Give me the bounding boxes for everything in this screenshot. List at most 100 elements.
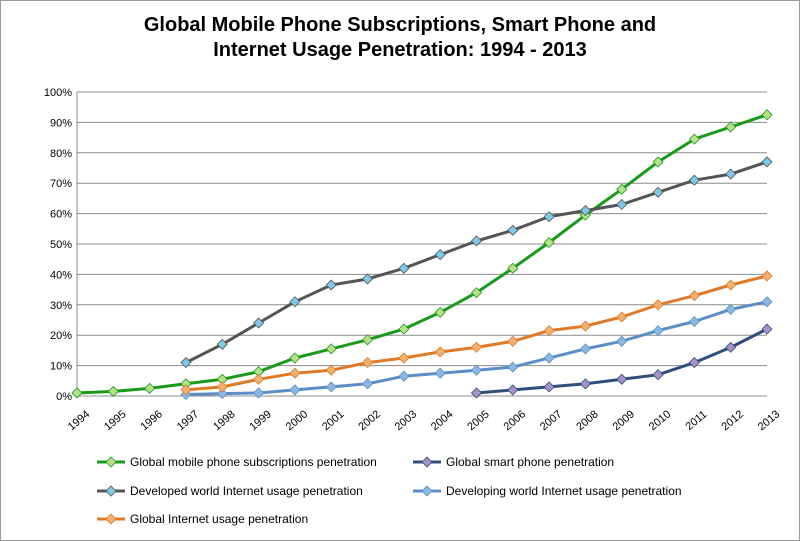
data-point	[616, 373, 628, 385]
legend-item: Developed world Internet usage penetrati…	[97, 484, 363, 498]
data-point	[180, 384, 192, 396]
series-line	[184, 160, 769, 365]
x-tick-label: 2007	[538, 408, 564, 433]
data-point	[434, 306, 446, 318]
legend-swatch-marker	[105, 456, 117, 468]
data-point	[761, 156, 773, 168]
data-point	[616, 183, 628, 195]
data-point	[688, 133, 700, 145]
series-3	[180, 156, 773, 369]
x-tick-label: 2009	[611, 408, 637, 433]
y-tick-label: 100%	[44, 87, 72, 99]
legend-label: Global smart phone penetration	[446, 455, 614, 469]
data-point	[470, 287, 483, 299]
x-tick-label: 2012	[720, 408, 746, 433]
data-point	[543, 236, 555, 249]
data-point	[688, 290, 700, 302]
data-point	[398, 352, 410, 364]
x-tick-label: 2002	[356, 408, 382, 433]
grid	[77, 91, 767, 367]
data-point	[543, 352, 555, 364]
data-point	[434, 346, 446, 358]
data-point	[652, 369, 664, 381]
data-point	[688, 356, 700, 369]
data-point	[761, 109, 773, 121]
y-tick-label: 50%	[50, 239, 72, 251]
data-point	[470, 364, 483, 376]
series-2	[470, 323, 773, 399]
legend-item: Global mobile phone subscriptions penetr…	[97, 455, 377, 469]
data-point	[761, 323, 773, 335]
x-tick-label: 1995	[102, 408, 128, 433]
y-tick-label: 70%	[50, 178, 72, 190]
x-tick-label: 2000	[284, 408, 310, 433]
y-tick-label: 10%	[50, 361, 72, 373]
data-point	[579, 378, 591, 390]
legend-swatch-marker	[105, 513, 117, 525]
data-point	[361, 334, 374, 346]
y-tick-label: 90%	[50, 117, 72, 129]
legend-label: Global Internet usage penetration	[130, 512, 308, 526]
x-tick-label: 1999	[247, 408, 273, 433]
legend-item: Global smart phone penetration	[413, 455, 614, 469]
chart-title-line-2: Internet Usage Penetration: 1994 - 2013	[213, 39, 587, 61]
data-point	[325, 381, 337, 393]
data-point	[289, 384, 301, 396]
data-point	[507, 384, 519, 396]
data-point	[253, 317, 265, 329]
series-4	[180, 296, 773, 401]
data-point	[507, 335, 519, 347]
y-tick-label: 80%	[50, 148, 72, 160]
data-point	[688, 315, 700, 328]
x-tick-label: 2001	[320, 408, 346, 433]
data-point	[688, 174, 700, 186]
data-point	[652, 299, 664, 311]
data-point	[470, 387, 483, 399]
x-tick-label: 2010	[647, 408, 673, 433]
data-point	[107, 385, 119, 398]
data-point	[289, 296, 301, 308]
data-point	[434, 367, 446, 379]
x-tick-label: 2005	[465, 408, 491, 433]
x-tick-label: 2004	[429, 408, 455, 433]
data-point	[616, 335, 628, 347]
data-point	[652, 156, 664, 168]
chart-title: Global Mobile Phone Subscriptions, Smart…	[1, 13, 799, 63]
data-point	[325, 279, 337, 291]
legend-item: Global Internet usage penetration	[97, 512, 308, 526]
data-point	[652, 186, 664, 198]
data-point	[398, 262, 410, 274]
y-tick-label: 60%	[50, 209, 72, 221]
data-point	[325, 343, 337, 355]
x-tick-label: 2003	[393, 408, 419, 433]
data-point	[361, 273, 374, 285]
data-point	[652, 325, 664, 337]
x-tick-label: 2013	[756, 408, 782, 433]
data-point	[725, 341, 737, 353]
x-tick-label: 2008	[574, 408, 600, 433]
data-point	[507, 361, 519, 373]
data-point	[507, 224, 519, 236]
legend-label: Global mobile phone subscriptions penetr…	[130, 455, 377, 469]
y-tick-label: 40%	[50, 269, 72, 281]
data-point	[725, 303, 737, 315]
data-point	[507, 262, 519, 274]
data-point	[216, 381, 228, 393]
data-point	[180, 356, 192, 369]
data-point	[543, 325, 555, 337]
data-point	[289, 367, 301, 379]
data-point	[361, 378, 374, 390]
data-point	[579, 343, 591, 355]
data-point	[616, 198, 628, 211]
data-point	[470, 235, 483, 247]
series-1	[71, 109, 773, 399]
x-tick-label: 1994	[66, 408, 92, 433]
y-axis-tick-labels: 0% 10% 20% 30% 40% 50% 60% 70% 80% 90% 100%	[44, 87, 72, 403]
data-point	[616, 311, 628, 323]
data-point	[543, 381, 555, 393]
legend-item: Developing world Internet usage penetrat…	[413, 484, 682, 498]
data-point	[361, 356, 374, 369]
data-point	[398, 323, 410, 335]
data-point	[579, 320, 591, 332]
